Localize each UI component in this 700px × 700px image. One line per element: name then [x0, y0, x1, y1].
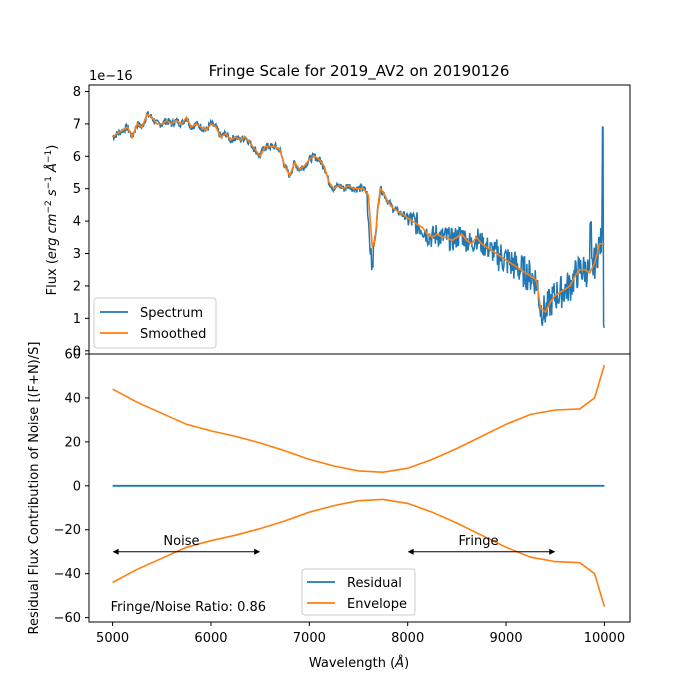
chart-title: Fringe Scale for 2019_AV2 on 20190126 [209, 62, 510, 81]
y-offset-exponent: 1e−16 [89, 69, 133, 84]
x-tick-label: 8000 [391, 631, 424, 646]
fringe-arrow-head-right [549, 548, 556, 555]
x-tick-label: 5000 [96, 631, 129, 646]
legend-label-spectrum: Spectrum [140, 306, 203, 321]
residual-plot: −60 −40 −20 0 20 40 60 5000 6000 7000 8000 9000 1000… [27, 342, 631, 671]
annotation-arrows [112, 548, 556, 555]
envelope-upper-line [112, 364, 606, 474]
bottom-y-tick-label: −60 [54, 611, 81, 626]
legend-label-envelope: Envelope [347, 597, 407, 612]
x-tick-label: 6000 [194, 631, 227, 646]
top-y-tick-label: 6 [73, 150, 81, 165]
top-y-axis-label: Flux (erg cm−2 s−1 Å−1) [44, 145, 60, 296]
top-y-tick-label: 5 [73, 182, 81, 197]
bottom-axes-frame [88, 353, 631, 623]
bottom-ticks: −60 −40 −20 0 20 40 60 5000 6000 7000 8000 9000 1000… [54, 348, 626, 647]
top-legend-box [93, 297, 217, 349]
x-tick-label: 7000 [293, 631, 326, 646]
x-axis-label: Wavelength (Å) [309, 655, 409, 671]
top-y-tick-label: 2 [73, 279, 81, 294]
top-y-tick-label: 3 [73, 247, 81, 262]
fringe-arrow-head-left [407, 548, 414, 555]
legend-label-smoothed: Smoothed [140, 327, 206, 342]
legend-label-residual: Residual [347, 576, 402, 591]
top-y-tick-label: 8 [73, 85, 81, 100]
top-legend: Spectrum Smoothed [93, 297, 217, 349]
bottom-y-tick-label: 20 [64, 435, 81, 450]
bottom-y-tick-label: −40 [54, 567, 81, 582]
bottom-legend: Residual Envelope [301, 568, 416, 616]
bottom-y-tick-label: 0 [73, 479, 81, 494]
bottom-y-tick-label: 40 [64, 391, 81, 406]
envelope-lower-line [112, 498, 606, 607]
top-y-tick-label: 4 [73, 215, 81, 230]
bottom-y-tick-label: −20 [54, 523, 81, 538]
noise-arrow-head-right [254, 548, 261, 555]
top-y-tick-label: 7 [73, 117, 81, 132]
smoothed-line [112, 112, 605, 314]
top-y-tick-label: 1 [73, 312, 81, 327]
top-y-ticks: 0 1 2 3 4 5 6 7 8 [73, 85, 89, 359]
bottom-y-tick-label: 60 [64, 348, 81, 363]
x-tick-label: 9000 [490, 631, 523, 646]
annotation-noise: Noise [163, 534, 199, 549]
annotation-fringe: Fringe [459, 534, 499, 549]
bottom-y-axis-label: Residual Flux Contribution of Noise [(F+… [27, 342, 42, 635]
noise-arrow-head-left [112, 548, 119, 555]
x-tick-label: 10000 [584, 631, 625, 646]
annotation-ratio: Fringe/Noise Ratio: 0.86 [111, 600, 266, 615]
top-y-tick-label: 0 [73, 344, 81, 359]
